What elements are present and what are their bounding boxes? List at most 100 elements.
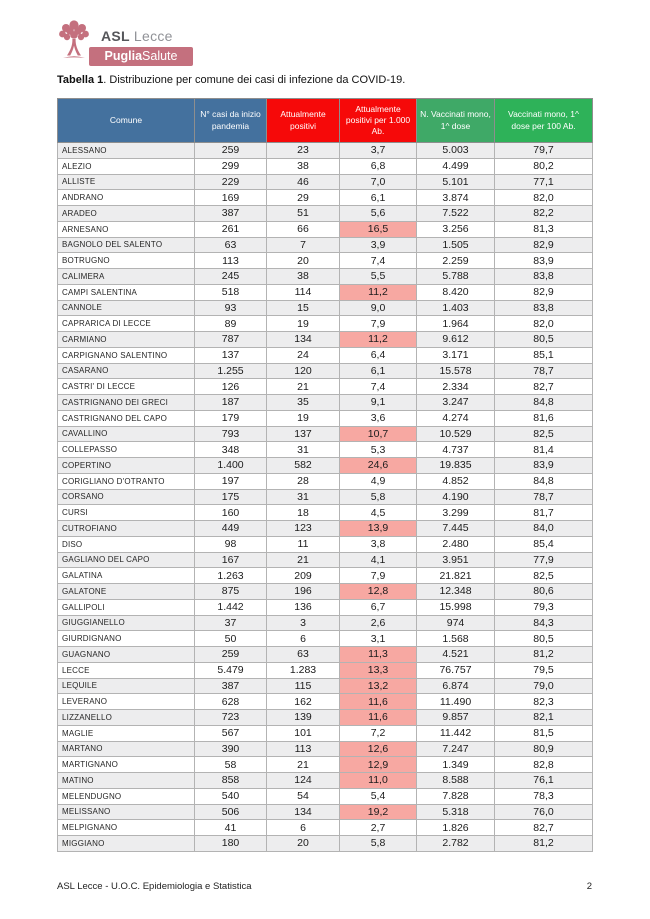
vaccinati-cell: 11.442 [416, 724, 495, 742]
table-caption-number: Tabella 1 [57, 74, 104, 86]
comune-cell: CURSI [57, 504, 195, 521]
casi-cell: 506 [194, 803, 267, 821]
table-body: ALESSANO 259 23 3,7 5.003 79,7 ALEZIO 299 38 6,8 4… [57, 142, 593, 852]
positivi-cell: 3 [266, 614, 340, 632]
per-1000-cell: 5,8 [339, 835, 417, 852]
casi-cell: 167 [194, 551, 267, 569]
per-100-cell: 83,9 [494, 457, 593, 474]
positivi-cell: 20 [266, 835, 340, 852]
vaccinati-cell: 3.299 [416, 504, 495, 521]
positivi-cell: 123 [266, 520, 340, 537]
table-row: CANNOLE 93 15 9,0 1.403 83,8 [57, 299, 593, 317]
positivi-cell: 6 [266, 819, 340, 836]
comune-cell: CAPRARICA DI LECCE [57, 315, 195, 332]
per-100-cell: 85,1 [494, 346, 593, 364]
casi-cell: 180 [194, 835, 267, 852]
per-1000-cell: 7,9 [339, 315, 417, 332]
table-row: CASARANO 1.255 120 6,1 15.578 78,7 [57, 362, 593, 380]
table-row: BOTRUGNO 113 20 7,4 2.259 83,9 [57, 252, 593, 269]
comune-cell: MELISSANO [57, 803, 195, 821]
olive-tree-icon [59, 20, 89, 58]
casi-cell: 126 [194, 378, 267, 395]
comune-cell: CASTRIGNANO DEL CAPO [57, 409, 195, 427]
casi-cell: 348 [194, 441, 267, 458]
per-100-cell: 82,3 [494, 693, 593, 710]
casi-cell: 63 [194, 236, 267, 254]
vaccinati-cell: 5.788 [416, 268, 495, 285]
per-100-cell: 84,0 [494, 520, 593, 537]
comune-cell: CASTRIGNANO DEI GRECI [57, 394, 195, 411]
per-1000-cell: 9,1 [339, 394, 417, 411]
vaccinati-cell: 7.247 [416, 740, 495, 758]
per-1000-cell: 11,6 [339, 709, 417, 726]
table-row: GALLIPOLI 1.442 136 6,7 15.998 79,3 [57, 598, 593, 616]
casi-cell: 387 [194, 677, 267, 695]
positivi-cell: 120 [266, 362, 340, 380]
table-row: LEQUILE 387 115 13,2 6.874 79,0 [57, 677, 593, 695]
table-row: CAPRARICA DI LECCE 89 19 7,9 1.964 82,0 [57, 315, 593, 332]
per-100-cell: 82,8 [494, 756, 593, 773]
per-100-cell: 81,2 [494, 835, 593, 852]
positivi-cell: 28 [266, 472, 340, 490]
per-1000-cell: 12,6 [339, 740, 417, 758]
per-1000-cell: 10,7 [339, 425, 417, 443]
comune-cell: MARTIGNANO [57, 756, 195, 773]
casi-cell: 179 [194, 409, 267, 427]
table-row: ARADEO 387 51 5,6 7.522 82,2 [57, 205, 593, 222]
comune-cell: MIGGIANO [57, 835, 195, 852]
per-1000-cell: 5,4 [339, 787, 417, 805]
per-1000-cell: 2,7 [339, 819, 417, 836]
comune-cell: GUAGNANO [57, 646, 195, 663]
per-1000-cell: 9,0 [339, 299, 417, 317]
table-row: MARTIGNANO 58 21 12,9 1.349 82,8 [57, 756, 593, 773]
table-row: GIUGGIANELLO 37 3 2,6 974 84,3 [57, 614, 593, 632]
per-1000-cell: 13,2 [339, 677, 417, 695]
comune-cell: CARPIGNANO SALENTINO [57, 346, 195, 364]
positivi-cell: 209 [266, 567, 340, 584]
per-100-cell: 80,2 [494, 157, 593, 175]
casi-cell: 1.442 [194, 598, 267, 616]
per-1000-cell: 11,3 [339, 646, 417, 663]
casi-cell: 245 [194, 268, 267, 285]
table-row: ARNESANO 261 66 16,5 3.256 81,3 [57, 220, 593, 238]
vaccinati-cell: 9.857 [416, 709, 495, 726]
table-row: MAGLIE 567 101 7,2 11.442 81,5 [57, 724, 593, 742]
per-1000-cell: 3,8 [339, 535, 417, 553]
comune-cell: GALLIPOLI [57, 598, 195, 616]
table-header-row: Comune N° casi da inizio pandemia Attual… [57, 98, 593, 143]
col-header-casi-pandemia: N° casi da inizio pandemia [194, 98, 267, 143]
puglia-salute-banner: PugliaSalute [89, 47, 193, 66]
vaccinati-cell: 12.348 [416, 583, 495, 600]
comune-cell: CANNOLE [57, 299, 195, 317]
comune-cell: GALATINA [57, 567, 195, 584]
table-row: GAGLIANO DEL CAPO 167 21 4,1 3.951 77,9 [57, 551, 593, 569]
vaccinati-cell: 2.480 [416, 535, 495, 553]
positivi-cell: 19 [266, 409, 340, 427]
vaccinati-cell: 4.274 [416, 409, 495, 427]
page-number: 2 [586, 881, 592, 892]
vaccinati-cell: 15.578 [416, 362, 495, 380]
table-header: Comune N° casi da inizio pandemia Attual… [57, 98, 593, 143]
per-100-cell: 80,5 [494, 331, 593, 348]
casi-cell: 229 [194, 173, 267, 191]
casi-cell: 175 [194, 488, 267, 506]
vaccinati-cell: 2.259 [416, 252, 495, 269]
positivi-cell: 196 [266, 583, 340, 600]
banner-text-bold: Puglia [104, 49, 143, 63]
positivi-cell: 24 [266, 346, 340, 364]
comune-cell: COPERTINO [57, 457, 195, 474]
per-100-cell: 78,3 [494, 787, 593, 805]
covid-distribution-table: Comune N° casi da inizio pandemia Attual… [57, 98, 593, 852]
per-100-cell: 79,7 [494, 142, 593, 159]
comune-cell: GAGLIANO DEL CAPO [57, 551, 195, 569]
per-100-cell: 84,8 [494, 472, 593, 490]
casi-cell: 1.263 [194, 567, 267, 584]
per-100-cell: 82,2 [494, 205, 593, 222]
casi-cell: 628 [194, 693, 267, 710]
vaccinati-cell: 21.821 [416, 567, 495, 584]
per-1000-cell: 5,8 [339, 488, 417, 506]
vaccinati-cell: 15.998 [416, 598, 495, 616]
vaccinati-cell: 1.568 [416, 630, 495, 647]
per-100-cell: 79,0 [494, 677, 593, 695]
per-1000-cell: 7,0 [339, 173, 417, 191]
